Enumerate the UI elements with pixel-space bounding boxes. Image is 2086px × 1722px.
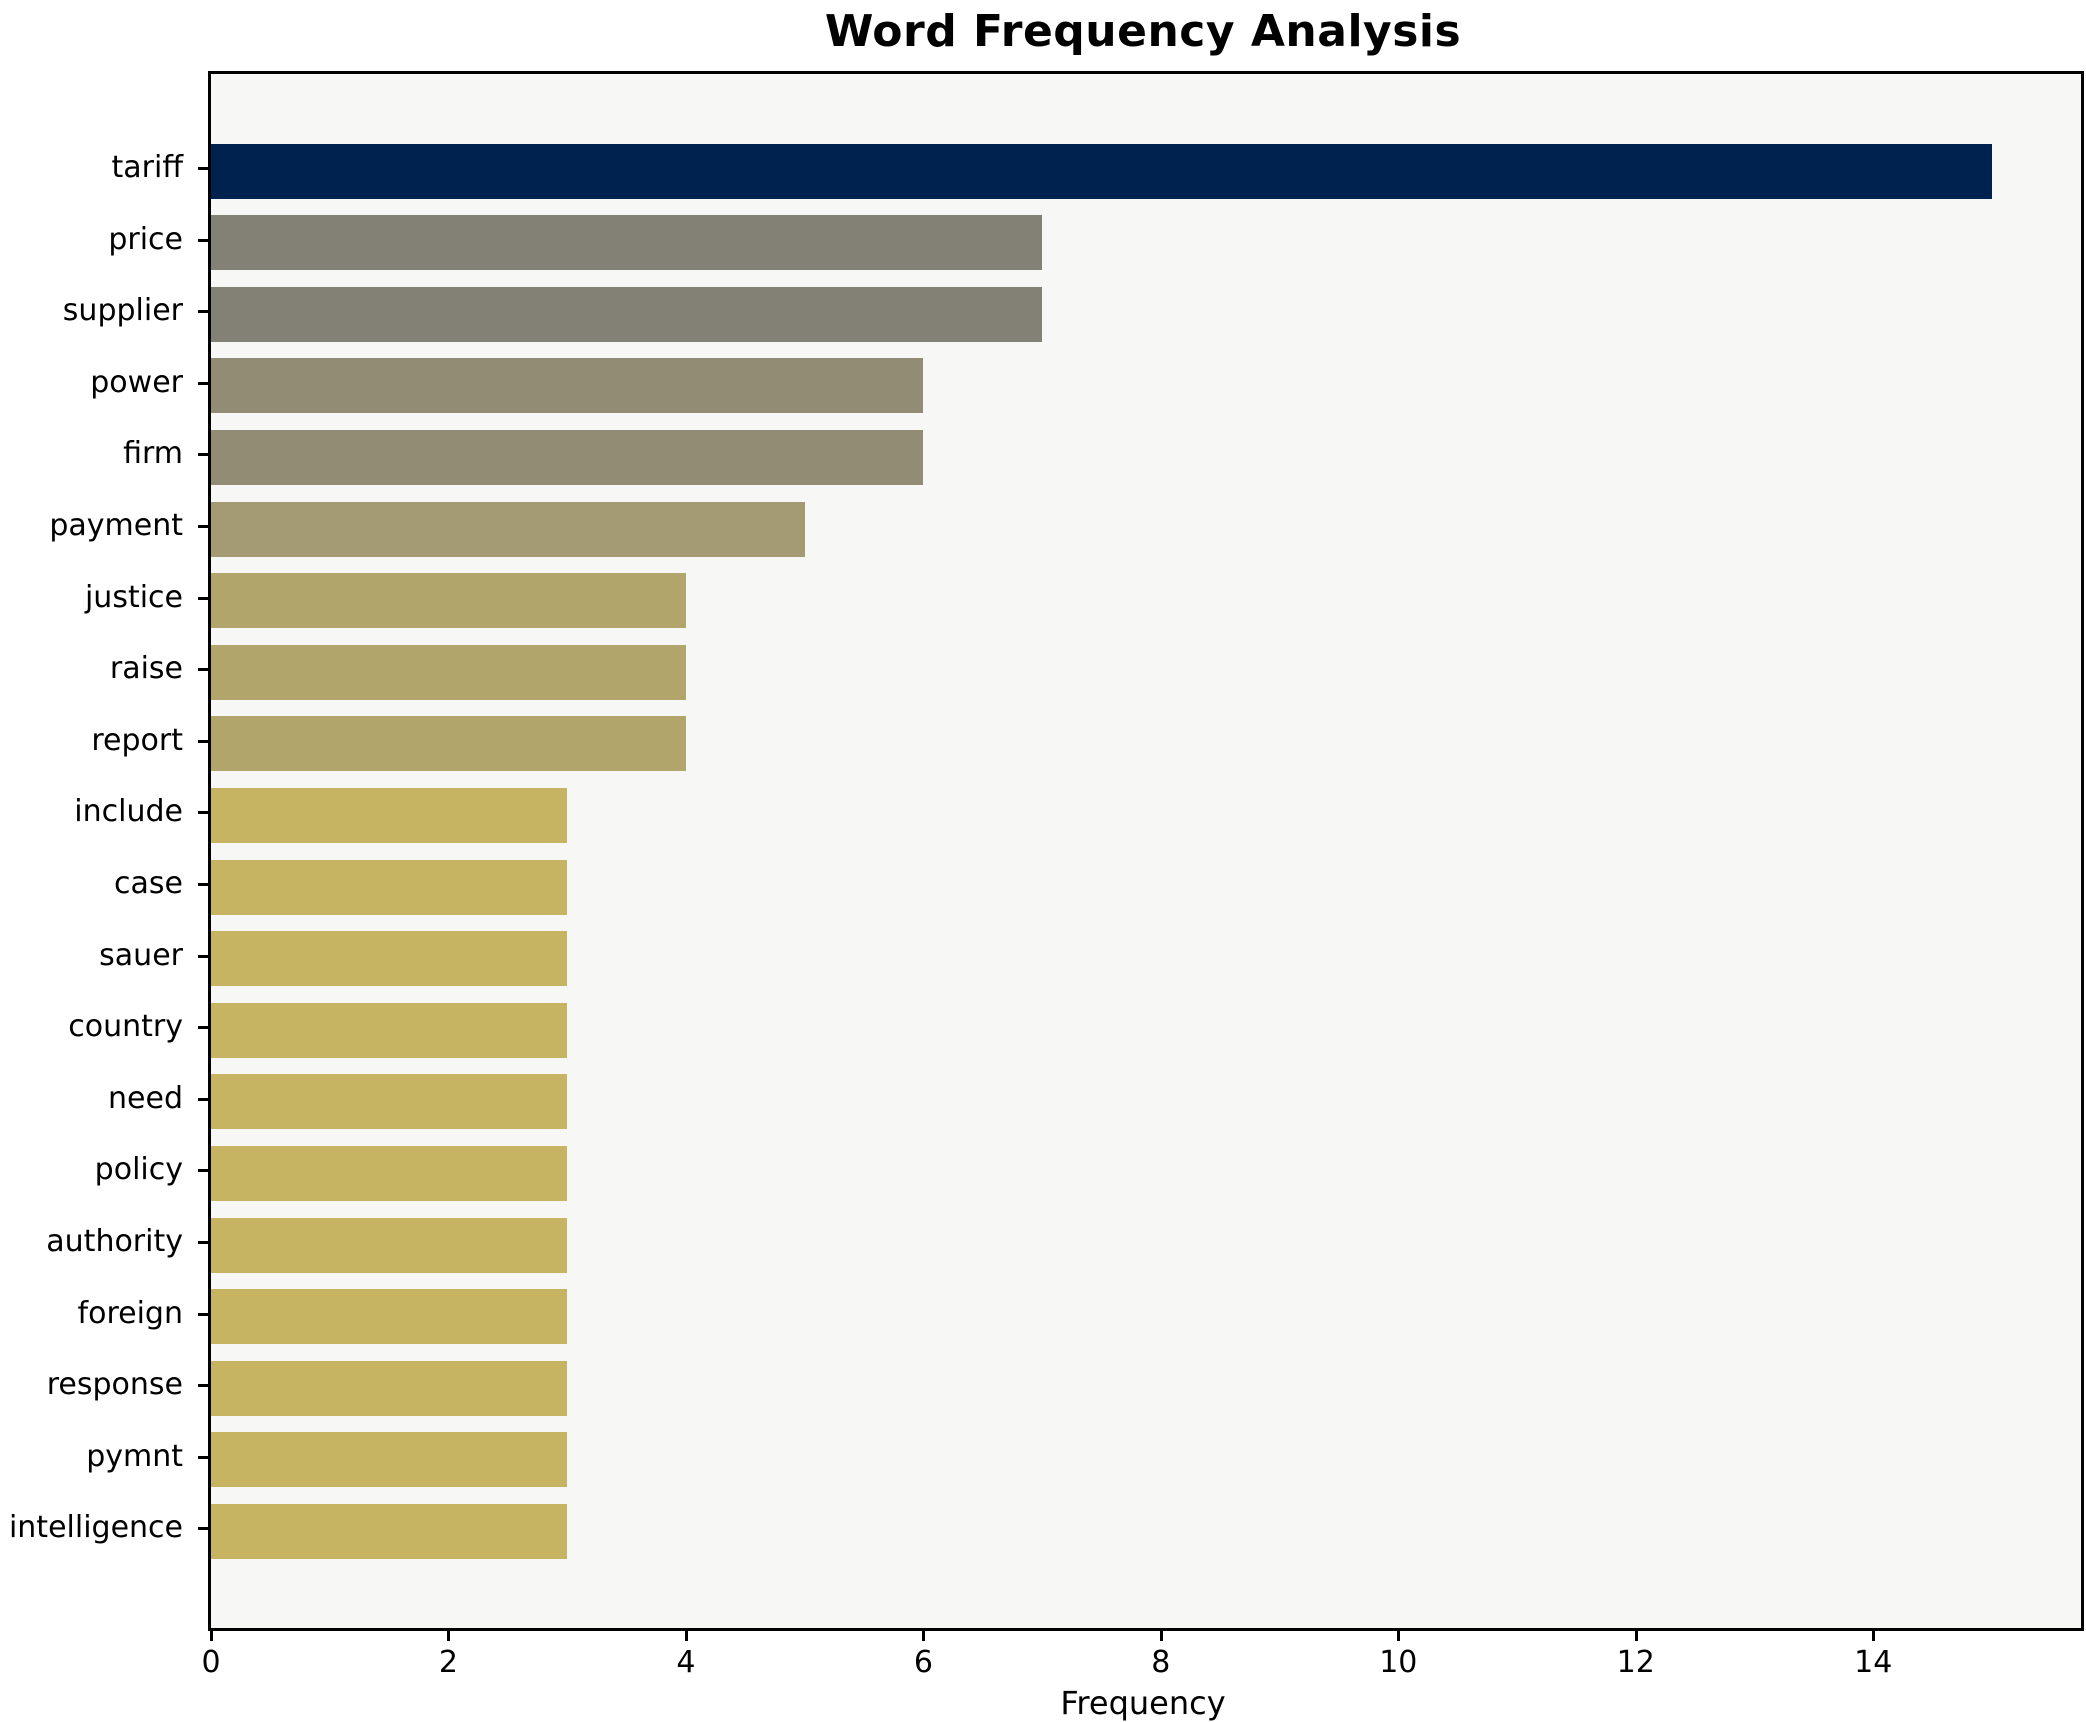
- x-tick-mark: [1872, 1631, 1876, 1641]
- bar-payment: [211, 501, 805, 557]
- y-tick-label-payment: payment: [49, 508, 183, 543]
- x-tick-label-6: 6: [913, 1645, 933, 1680]
- plot-area: [208, 71, 2084, 1631]
- x-tick-mark: [210, 1631, 213, 1641]
- bar-raise: [211, 644, 686, 700]
- y-tick-mark: [198, 1169, 208, 1173]
- y-tick-label-tariff: tariff: [111, 150, 183, 185]
- x-tick-label-14: 14: [1854, 1645, 1893, 1680]
- y-tick-mark: [198, 1241, 208, 1244]
- x-tick-label-12: 12: [1616, 1645, 1655, 1680]
- bar-tariff: [211, 143, 1992, 199]
- y-tick-label-include: include: [74, 794, 183, 830]
- x-tick-mark: [684, 1631, 688, 1641]
- y-tick-label-firm: firm: [123, 436, 183, 472]
- y-tick-mark: [198, 1384, 208, 1388]
- y-tick-mark: [198, 167, 208, 170]
- x-tick-mark: [1159, 1631, 1163, 1641]
- bar-power: [211, 358, 924, 414]
- x-axis-label: Frequency: [1060, 1684, 1226, 1722]
- x-tick-label-2: 2: [438, 1645, 458, 1680]
- bar-foreign: [211, 1289, 568, 1345]
- bar-authority: [211, 1217, 568, 1273]
- bar-intelligence: [211, 1503, 568, 1559]
- y-tick-mark: [198, 525, 208, 528]
- chart-title: Word Frequency Analysis: [824, 6, 1462, 57]
- bar-include: [211, 787, 568, 843]
- x-tick-label-10: 10: [1379, 1645, 1418, 1680]
- bar-firm: [211, 429, 924, 485]
- bar-report: [211, 716, 686, 772]
- bar-pymnt: [211, 1432, 568, 1488]
- bar-sauer: [211, 931, 568, 987]
- y-tick-mark: [198, 1026, 208, 1030]
- y-tick-mark: [198, 954, 208, 958]
- y-tick-label-sauer: sauer: [99, 937, 183, 973]
- y-tick-mark: [198, 811, 208, 815]
- y-tick-mark: [198, 1312, 208, 1316]
- y-tick-mark: [198, 381, 208, 385]
- y-tick-mark: [198, 1527, 208, 1531]
- bar-justice: [211, 573, 686, 629]
- bar-need: [211, 1074, 568, 1130]
- y-tick-label-intelligence: intelligence: [8, 1510, 183, 1546]
- y-tick-mark: [198, 453, 208, 457]
- x-tick-mark: [447, 1631, 451, 1641]
- y-tick-mark: [198, 668, 208, 672]
- bar-response: [211, 1360, 568, 1416]
- y-tick-label-power: power: [90, 364, 183, 400]
- y-tick-mark: [198, 739, 208, 743]
- x-tick-mark: [1634, 1631, 1638, 1641]
- y-tick-mark: [198, 1097, 208, 1101]
- y-tick-label-foreign: foreign: [77, 1295, 183, 1331]
- y-tick-label-authority: authority: [46, 1224, 183, 1259]
- y-tick-mark: [198, 596, 208, 600]
- y-tick-label-pymnt: pymnt: [86, 1438, 183, 1474]
- y-tick-label-need: need: [108, 1080, 183, 1116]
- bar-price: [211, 215, 1043, 271]
- y-tick-label-report: report: [91, 722, 183, 758]
- y-tick-mark: [198, 238, 208, 242]
- y-tick-label-price: price: [108, 221, 183, 257]
- x-tick-label-0: 0: [201, 1645, 221, 1680]
- y-tick-mark: [198, 1455, 208, 1459]
- bar-supplier: [211, 286, 1043, 342]
- y-tick-label-justice: justice: [84, 579, 183, 615]
- y-tick-label-policy: policy: [94, 1152, 183, 1188]
- y-tick-label-response: response: [46, 1367, 183, 1403]
- x-tick-label-8: 8: [1151, 1645, 1171, 1680]
- x-tick-mark: [922, 1631, 926, 1641]
- y-tick-mark: [198, 883, 208, 886]
- y-tick-mark: [198, 310, 208, 314]
- x-tick-mark: [1397, 1631, 1401, 1641]
- bar-policy: [211, 1145, 568, 1201]
- y-tick-label-country: country: [68, 1009, 183, 1045]
- y-tick-label-raise: raise: [109, 651, 183, 687]
- y-tick-label-supplier: supplier: [62, 293, 183, 329]
- x-tick-label-4: 4: [676, 1645, 696, 1680]
- y-tick-label-case: case: [114, 866, 183, 901]
- bar-country: [211, 1002, 568, 1058]
- bar-case: [211, 859, 568, 915]
